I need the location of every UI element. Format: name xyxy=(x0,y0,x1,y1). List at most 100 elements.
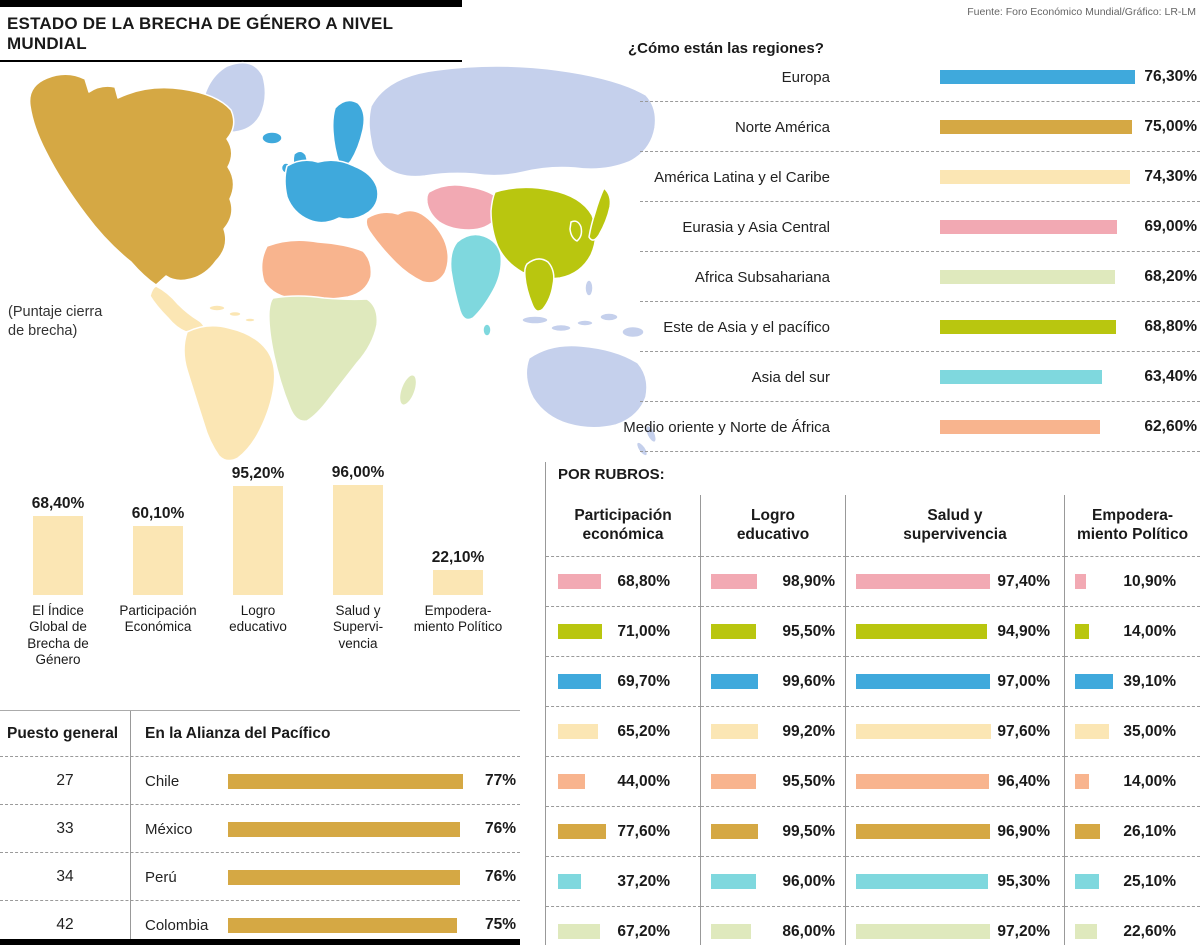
rubros-bar xyxy=(1075,624,1089,639)
region-label: Este de Asia y el pacífico xyxy=(663,318,830,336)
dashed-divider xyxy=(640,401,1200,402)
region-row: Este de Asia y el pacífico 68,80% xyxy=(545,302,1200,352)
bottom-rule xyxy=(0,939,520,945)
map-europe xyxy=(284,159,379,224)
region-bar xyxy=(940,420,1101,434)
country-label: México xyxy=(145,820,193,838)
map-philippines xyxy=(584,279,594,297)
map-south-america xyxy=(183,325,276,462)
region-row: Asia del sur 63,40% xyxy=(545,352,1200,402)
pacifico-table: Puesto general En la Alianza del Pacífic… xyxy=(0,710,520,945)
rank-column-header: Puesto general xyxy=(7,725,119,742)
index-bar-value: 96,00% xyxy=(331,463,385,481)
map-new-zealand xyxy=(635,441,649,457)
map-mexico-central-america xyxy=(149,285,206,333)
rubros-bar xyxy=(711,724,758,739)
column-divider xyxy=(130,711,131,945)
rubros-value: 99,60% xyxy=(782,672,835,690)
rubros-value: 39,10% xyxy=(1123,672,1176,690)
rubros-value: 99,20% xyxy=(782,722,835,740)
dashed-divider xyxy=(640,201,1200,202)
country-bar xyxy=(228,821,460,837)
index-bar xyxy=(33,516,83,595)
source-credit: Fuente: Foro Económico Mundial/Gráfico: … xyxy=(967,6,1196,18)
country-label: Perú xyxy=(145,868,177,886)
rubros-bar xyxy=(1075,724,1109,739)
rubros-cell: 86,00% xyxy=(701,907,846,945)
rubros-cell: 44,00% xyxy=(546,757,701,807)
map-indonesia-island xyxy=(576,319,594,327)
region-row: Eurasia y Asia Central 69,00% xyxy=(545,202,1200,252)
rubros-value: 69,70% xyxy=(617,672,670,690)
rubros-cell: 97,40% xyxy=(846,557,1065,607)
rubros-cell: 96,90% xyxy=(846,807,1065,857)
dashed-divider xyxy=(0,852,520,853)
rubros-value: 67,20% xyxy=(617,922,670,940)
map-new-guinea xyxy=(621,325,645,339)
rubros-bar xyxy=(558,674,602,689)
page-title: ESTADO DE LA BRECHA DE GÉNERO A NIVEL MU… xyxy=(0,7,462,62)
rubros-value: 22,60% xyxy=(1123,922,1176,940)
region-label: América Latina y el Caribe xyxy=(654,168,830,186)
rubros-cell: 10,90% xyxy=(1065,557,1200,607)
dashed-divider xyxy=(0,900,520,901)
rubros-title: POR RUBROS: xyxy=(558,466,665,483)
rubros-bar xyxy=(856,874,988,889)
rubros-bar xyxy=(856,724,991,739)
map-indonesia-island xyxy=(550,323,572,333)
region-bar xyxy=(940,370,1103,384)
table-row: 27 Chile 77% xyxy=(0,757,520,805)
rubros-bar xyxy=(711,574,758,589)
rubros-cell: 71,00% xyxy=(546,607,701,657)
region-value: 62,60% xyxy=(1144,418,1197,435)
rubros-cell: 96,00% xyxy=(701,857,846,907)
region-bar xyxy=(940,270,1115,284)
dashed-divider xyxy=(640,301,1200,302)
rubros-cell: 14,00% xyxy=(1065,757,1200,807)
rubros-value: 95,30% xyxy=(997,872,1050,890)
index-bar-chart: 68,40% 60,10% 95,20% 96,00% 22,10% El Ín… xyxy=(8,455,518,669)
rubros-value: 77,60% xyxy=(617,822,670,840)
rubros-cell: 95,50% xyxy=(701,607,846,657)
region-bar xyxy=(940,70,1136,84)
rubros-value: 71,00% xyxy=(617,622,670,640)
rubros-bar xyxy=(1075,774,1089,789)
map-caribbean-island xyxy=(244,317,256,323)
rubros-bar xyxy=(558,924,600,939)
rubros-value: 97,00% xyxy=(997,672,1050,690)
country-value: 77% xyxy=(484,772,516,789)
region-row: Africa Subsahariana 68,20% xyxy=(545,252,1200,302)
map-sri-lanka xyxy=(482,323,492,337)
index-labels-row: El Índice Global de Brecha de Género Par… xyxy=(8,603,518,669)
map-southeast-asia xyxy=(524,258,555,312)
country-bar xyxy=(228,773,463,789)
regions-list: Europa 76,30% Norte América 75,00% Améri… xyxy=(545,52,1200,452)
map-north-america xyxy=(28,73,235,286)
map-japan xyxy=(588,187,612,241)
table-row: 33 México 76% xyxy=(0,805,520,853)
map-iceland xyxy=(261,131,283,145)
rubros-column-header: Empodera- miento Político xyxy=(1065,495,1200,557)
rubros-grid: Participación económica Logro educativo … xyxy=(546,495,1200,945)
country-value: 76% xyxy=(484,820,516,837)
dashed-divider xyxy=(640,451,1200,452)
rubros-section: POR RUBROS: Participación económica Logr… xyxy=(545,462,1200,945)
region-label: Norte América xyxy=(734,118,830,136)
rubros-bar xyxy=(1075,574,1086,589)
rubros-column-header: Participación económica xyxy=(546,495,701,557)
rubros-cell: 35,00% xyxy=(1065,707,1200,757)
rubros-cell: 95,50% xyxy=(701,757,846,807)
world-map xyxy=(28,61,658,462)
rubros-cell: 69,70% xyxy=(546,657,701,707)
region-row: Europa 76,30% xyxy=(545,52,1200,102)
rubros-bar xyxy=(711,874,757,889)
rubros-bar xyxy=(1075,924,1097,939)
dashed-divider xyxy=(640,251,1200,252)
rubros-cell: 68,80% xyxy=(546,557,701,607)
region-label: Asia del sur xyxy=(751,368,830,386)
country-value: 75% xyxy=(484,916,516,933)
regions-title: ¿Cómo están las regiones? xyxy=(628,40,824,57)
index-bar-label: El Índice Global de Brecha de Género xyxy=(27,603,89,668)
rubros-cell: 26,10% xyxy=(1065,807,1200,857)
rubros-value: 95,50% xyxy=(782,772,835,790)
